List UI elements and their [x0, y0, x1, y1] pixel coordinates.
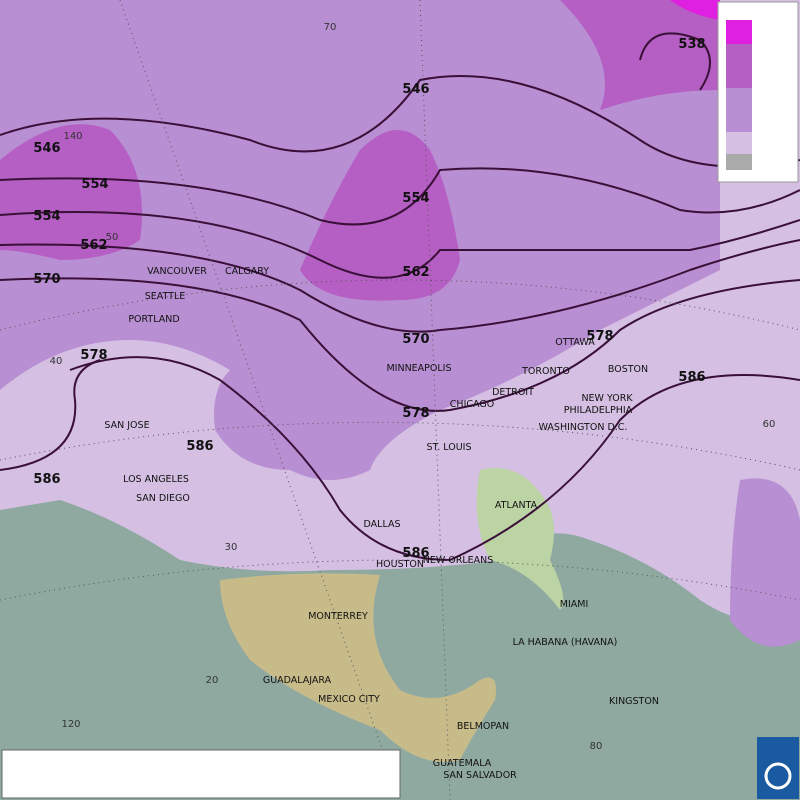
city-label: DALLAS — [364, 519, 401, 530]
city-label: MEXICO CITY — [318, 694, 380, 705]
contour-label: 586 — [402, 546, 429, 561]
spread-12 — [670, 0, 720, 20]
city-label: ATLANTA — [495, 500, 538, 511]
contour-label: 570 — [402, 332, 429, 347]
graticule-label: 20 — [206, 675, 219, 686]
city-label: GUATEMALA — [433, 758, 492, 769]
contour-label: 554 — [402, 191, 429, 206]
city-label: BOSTON — [608, 364, 648, 375]
contour-label: 546 — [402, 82, 429, 97]
city-label: MONTERREY — [308, 611, 368, 622]
contour-label: 538 — [678, 37, 705, 52]
contour-label: 554 — [33, 209, 60, 224]
city-label: CHICAGO — [450, 399, 494, 410]
graticule-label: 40 — [50, 356, 63, 367]
city-label: MINNEAPOLIS — [386, 363, 451, 374]
city-label: GUADALAJARA — [263, 675, 332, 686]
legend — [717, 1, 799, 183]
city-label: SAN SALVADOR — [443, 770, 517, 781]
contour-label: 578 — [586, 329, 613, 344]
contour-label: 570 — [33, 272, 60, 287]
graticule-label: 70 — [324, 22, 337, 33]
city-label: SAN JOSE — [104, 420, 149, 431]
city-label: DETROIT — [492, 387, 534, 398]
contour-label: 578 — [402, 406, 429, 421]
contour-label: 562 — [80, 238, 107, 253]
contour-label: 554 — [81, 177, 108, 192]
city-label: CALGARY — [225, 266, 269, 277]
city-label: PORTLAND — [128, 314, 179, 325]
city-label: PHILADELPHIA — [564, 405, 633, 416]
contour-label: 586 — [33, 472, 60, 487]
graticule-label: 80 — [590, 741, 603, 752]
city-label: NEW ORLEANS — [423, 555, 494, 566]
footer-box — [1, 749, 401, 799]
graticule-label: 30 — [225, 542, 238, 553]
city-label: KINGSTON — [609, 696, 659, 707]
spread-4-8 — [730, 478, 800, 647]
city-label: HOUSTON — [376, 559, 424, 570]
city-label: VANCOUVER — [147, 266, 207, 277]
spread-8-12 — [560, 0, 720, 110]
city-label: MIAMI — [560, 599, 589, 610]
city-label: WASHINGTON D.C. — [539, 422, 628, 433]
contour-label: 586 — [678, 370, 705, 385]
contours — [0, 32, 800, 562]
spread-8-12 — [300, 130, 460, 301]
graticule-label: 120 — [61, 719, 80, 730]
land-mexico — [220, 573, 496, 762]
graticule-label: 50 — [106, 232, 119, 243]
graticule-label: 140 — [63, 131, 82, 142]
contour-label: 586 — [186, 439, 213, 454]
city-label: SAN DIEGO — [136, 493, 190, 504]
graticule-label: 60 — [763, 419, 776, 430]
city-label: SEATTLE — [145, 291, 186, 302]
contour-label: 578 — [80, 348, 107, 363]
city-label: TORONTO — [521, 366, 570, 377]
contour-label: 562 — [402, 265, 429, 280]
city-label: LOS ANGELES — [123, 474, 189, 485]
spread-8-12 — [0, 124, 142, 261]
logo — [757, 737, 799, 799]
city-label: OTTAWA — [555, 337, 595, 348]
city-label: BELMOPAN — [457, 721, 509, 732]
city-label: ST. LOUIS — [427, 442, 472, 453]
contour-label: 546 — [33, 141, 60, 156]
logo-mark — [764, 762, 792, 790]
city-label: NEW YORK — [581, 393, 633, 404]
city-label: LA HABANA (HAVANA) — [513, 637, 618, 648]
